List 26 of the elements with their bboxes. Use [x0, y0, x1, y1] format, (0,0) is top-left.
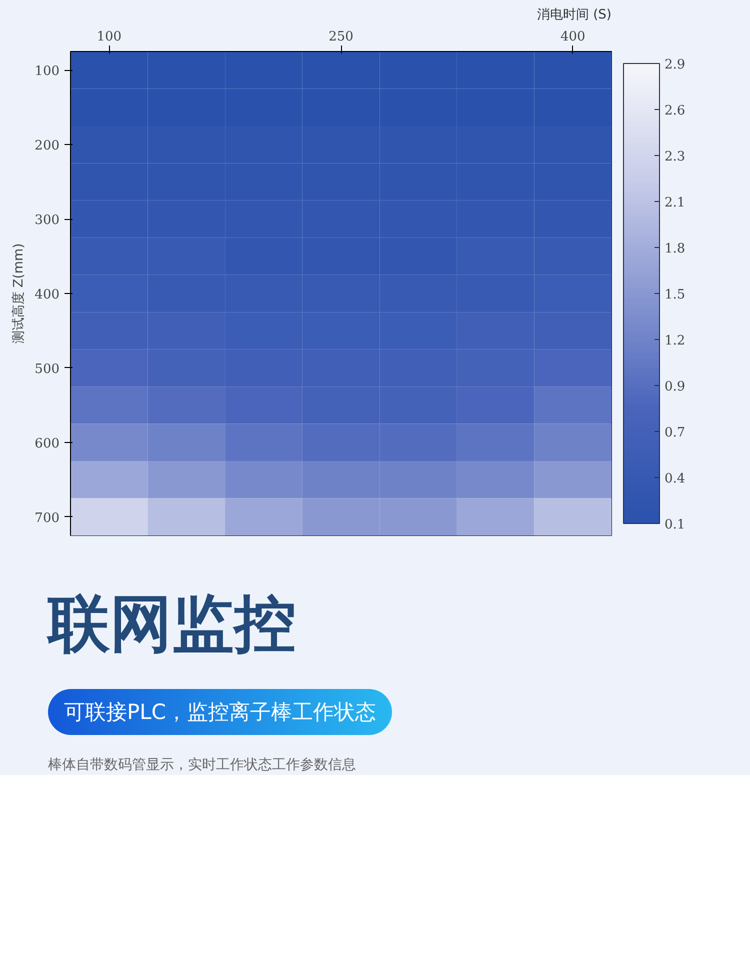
color-bar-label: 1.8	[664, 242, 686, 256]
color-bar-label: 2.1	[664, 196, 686, 210]
y-tick-label: 100	[34, 64, 60, 80]
y-tick-label: 500	[34, 362, 60, 377]
y-tick-label: 700	[34, 510, 60, 526]
x-tick-label: 250	[328, 30, 354, 44]
color-bar-label: 1.5	[664, 288, 686, 302]
color-bar-label: 2.6	[664, 104, 686, 118]
color-bar-label: 0.1	[664, 518, 686, 532]
text: 联网监控	[48, 586, 296, 662]
color-bar-label: 0.4	[664, 472, 686, 486]
y-axis-title: 测试高度 Z(mm)	[10, 243, 27, 344]
x-tick-label: 400	[560, 30, 586, 44]
y-tick-label: 300	[34, 213, 60, 228]
color-bar-title: 消电时间 (S)	[536, 8, 612, 22]
color-bar-label: 2.3	[664, 150, 686, 164]
y-tick-label: 400	[34, 288, 60, 302]
y-tick-label: 200	[34, 138, 60, 154]
x-tick-label: 100	[96, 30, 122, 44]
color-bar-label: 2.9	[664, 58, 686, 72]
text: 可联接PLC，监控离子棒工作状态	[64, 698, 376, 726]
text: 棒体自带数码管显示，实时工作状态工作参数信息	[48, 756, 356, 775]
color-bar-label: 1.2	[664, 334, 686, 348]
color-bar-label: 0.9	[664, 380, 686, 394]
y-tick-label: 600	[34, 436, 60, 452]
color-bar-label: 0.7	[664, 426, 686, 440]
